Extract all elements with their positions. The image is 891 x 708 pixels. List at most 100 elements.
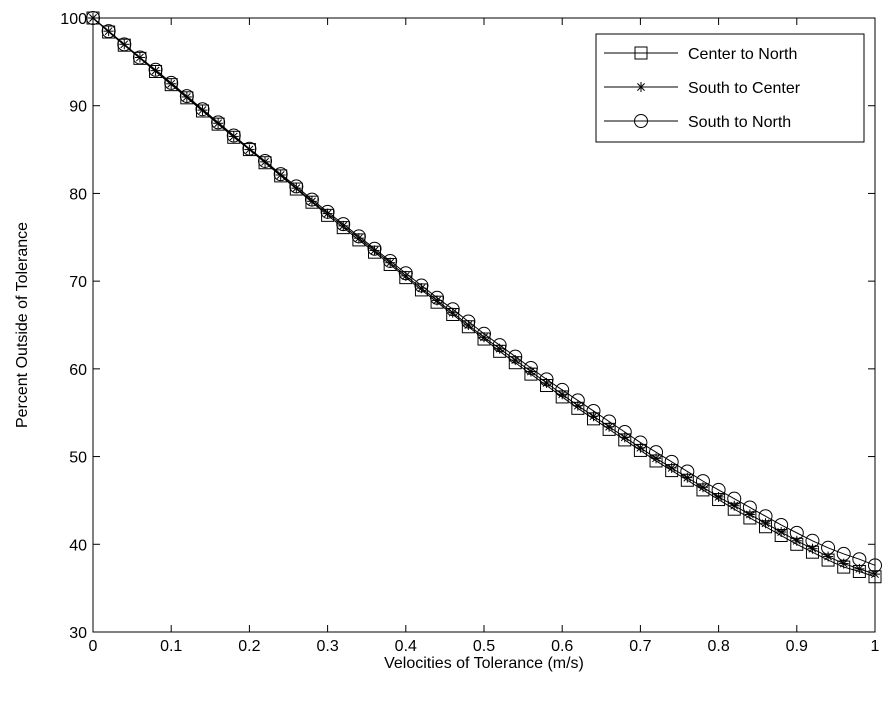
asterisk-marker xyxy=(291,183,302,194)
asterisk-marker xyxy=(228,131,239,142)
x-axis-label: Velocities of Tolerance (m/s) xyxy=(384,655,584,672)
asterisk-stroke xyxy=(855,564,864,573)
asterisk-stroke xyxy=(354,234,363,243)
asterisk-marker xyxy=(776,527,787,538)
circle-marker xyxy=(789,525,804,540)
x-tick-label: 0.1 xyxy=(160,638,182,655)
circle-marker xyxy=(602,414,617,429)
circle-marker xyxy=(320,204,335,219)
asterisk-stroke xyxy=(792,536,801,545)
circle-marker xyxy=(617,425,632,440)
asterisk-stroke xyxy=(714,492,723,501)
circle-marker xyxy=(164,75,179,90)
asterisk-stroke xyxy=(182,92,191,101)
y-tick-label: 80 xyxy=(69,186,87,203)
circle-marker xyxy=(226,128,241,143)
circle-marker xyxy=(805,533,820,548)
circle-marker xyxy=(258,153,273,168)
y-tick-label: 40 xyxy=(69,537,87,554)
circle-marker xyxy=(383,253,398,268)
asterisk-marker xyxy=(322,208,333,219)
circle-marker xyxy=(821,540,836,555)
asterisk-stroke xyxy=(323,209,332,218)
circle-marker xyxy=(634,114,648,128)
series-layer xyxy=(86,11,882,584)
y-tick-label: 60 xyxy=(69,362,87,379)
x-tick-label: 0.5 xyxy=(473,638,495,655)
x-tick-label: 0.8 xyxy=(707,638,729,655)
circle-marker xyxy=(179,89,194,104)
legend-label: Center to North xyxy=(688,46,797,63)
asterisk-stroke xyxy=(605,422,614,431)
asterisk-stroke xyxy=(198,106,207,115)
circle-marker xyxy=(351,229,366,244)
asterisk-stroke xyxy=(229,132,238,141)
circle-marker xyxy=(774,517,789,532)
circle-marker xyxy=(570,393,585,408)
asterisk-marker xyxy=(744,509,755,520)
asterisk-stroke xyxy=(167,79,176,88)
legend-label: South to Center xyxy=(688,80,801,97)
circle-marker xyxy=(101,24,116,39)
asterisk-stroke xyxy=(839,559,848,568)
asterisk-marker xyxy=(306,196,317,207)
circle-marker xyxy=(461,314,476,329)
legend-label: South to North xyxy=(688,114,791,131)
circle-marker xyxy=(586,403,601,418)
asterisk-stroke xyxy=(730,501,739,510)
x-tick-label: 0.7 xyxy=(629,638,651,655)
circle-marker xyxy=(242,141,257,156)
circle-marker xyxy=(695,474,710,489)
circle-marker xyxy=(539,372,554,387)
y-tick-label: 50 xyxy=(69,450,87,467)
asterisk-stroke xyxy=(386,258,395,267)
circle-marker xyxy=(664,454,679,469)
circle-marker xyxy=(398,266,413,281)
asterisk-stroke xyxy=(292,184,301,193)
circle-marker xyxy=(289,179,304,194)
asterisk-stroke xyxy=(637,83,645,91)
circle-marker xyxy=(414,278,429,293)
series-south-to-north xyxy=(86,11,882,573)
circle-marker xyxy=(508,349,523,364)
asterisk-marker xyxy=(557,389,568,400)
y-tick-label: 100 xyxy=(60,11,87,28)
axes-layer: 0 0.1 0.2 0.3 0.4 0.5 0.6 0.7 0.8 0.9 1 30 40 50 60 70 8… xyxy=(60,11,879,655)
circle-marker xyxy=(273,167,288,182)
circle-marker xyxy=(367,241,382,256)
asterisk-stroke xyxy=(745,510,754,519)
circle-marker xyxy=(336,217,351,232)
asterisk-stroke xyxy=(370,246,379,255)
y-tick-label: 90 xyxy=(69,99,87,116)
legend: Center to North South to Center South to N… xyxy=(595,33,865,143)
circle-marker xyxy=(555,382,570,397)
x-tick-label: 0 xyxy=(89,638,98,655)
x-tick-label: 0.6 xyxy=(551,638,573,655)
circle-marker xyxy=(195,102,210,117)
y-tick-label: 70 xyxy=(69,274,87,291)
asterisk-marker xyxy=(385,257,396,268)
y-axis-label: Percent Outside of Tolerance xyxy=(14,222,31,428)
x-tick-label: 0.3 xyxy=(316,638,338,655)
asterisk-marker xyxy=(791,535,802,546)
asterisk-stroke xyxy=(417,284,426,293)
x-tick-label: 0.4 xyxy=(395,638,417,655)
asterisk-marker xyxy=(713,491,724,502)
circle-marker xyxy=(211,115,226,130)
asterisk-marker xyxy=(807,543,818,554)
legend-item: South to North xyxy=(604,114,791,131)
circle-marker xyxy=(477,326,491,341)
asterisk-stroke xyxy=(214,119,223,128)
circle-marker xyxy=(117,37,132,52)
circle-marker xyxy=(492,338,507,353)
circle-marker xyxy=(649,445,664,460)
asterisk-stroke xyxy=(261,157,269,166)
legend-item: South to Center xyxy=(604,80,801,97)
circle-marker xyxy=(445,302,460,317)
circle-marker xyxy=(727,491,742,506)
asterisk-stroke xyxy=(308,197,316,206)
asterisk-marker xyxy=(275,170,286,181)
legend-item: Center to North xyxy=(604,46,797,63)
circle-marker xyxy=(148,62,163,77)
